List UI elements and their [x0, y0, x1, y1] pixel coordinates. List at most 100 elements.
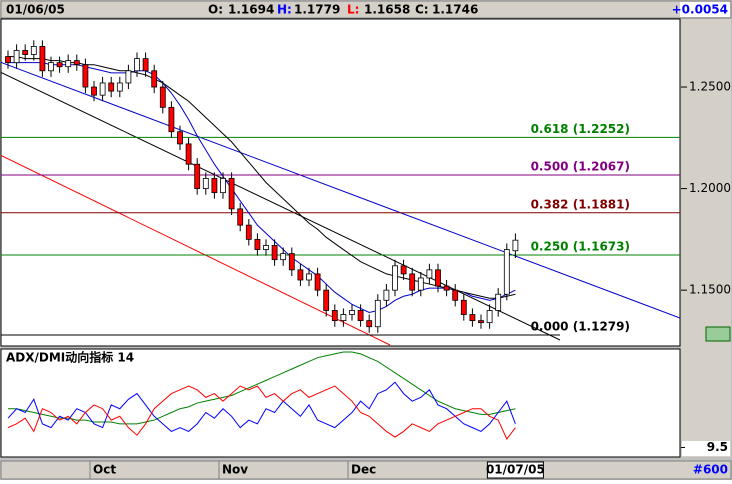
close-label: C:	[415, 3, 429, 17]
candle-body	[39, 46, 46, 72]
candle-body	[194, 163, 201, 189]
candle-body	[349, 310, 355, 315]
candle-body	[417, 277, 424, 291]
fib-label: 0.250 (1.1673)	[531, 240, 630, 254]
candle-body	[48, 62, 54, 72]
high-value: 1.1779	[294, 3, 340, 17]
value-box	[682, 441, 730, 456]
high-label: H:	[277, 3, 292, 17]
candle-body	[452, 289, 459, 301]
candle-body	[185, 143, 192, 165]
symbol-id: #600	[693, 463, 728, 477]
indicator-line	[7, 385, 516, 440]
candle-body	[254, 238, 261, 250]
candle-body	[125, 70, 132, 84]
candle-body	[56, 62, 63, 68]
candle-body	[357, 310, 364, 322]
low-label: L:	[347, 3, 359, 17]
header-bar	[0, 0, 732, 19]
change-value: +0.0054	[672, 3, 728, 17]
candle-body	[202, 178, 209, 189]
change-box	[680, 2, 730, 17]
candle-body	[13, 50, 20, 64]
open-value: 1.1694	[228, 3, 274, 17]
candle-body	[426, 269, 433, 279]
candle-body	[374, 299, 381, 328]
trendlines	[1, 61, 680, 346]
candle-body	[443, 285, 450, 291]
y-tick-label: 1.2000	[689, 181, 731, 195]
trendline	[1, 61, 680, 319]
candle-body	[280, 253, 287, 261]
candle-body	[91, 86, 97, 96]
date-bar	[0, 460, 732, 480]
icon	[705, 326, 731, 342]
y-tick-label: 1.1500	[689, 283, 731, 297]
candle-body	[460, 299, 467, 315]
candle-body	[331, 310, 338, 322]
candle-body	[469, 314, 476, 322]
candle-body	[400, 265, 407, 275]
candle-body	[134, 58, 140, 72]
candle-body	[271, 245, 278, 261]
trendline	[1, 71, 561, 341]
candle-body	[82, 64, 89, 88]
header-date: 01/06/05	[6, 3, 65, 17]
candle-body	[323, 289, 330, 311]
fib-label: 0.382 (1.1881)	[531, 197, 630, 211]
indicator-title: ADX/DMI动向指标 14	[6, 350, 134, 365]
candle-body	[340, 314, 347, 322]
price-axis	[681, 19, 731, 457]
candle-body	[486, 310, 493, 324]
fib-label: 0.618 (1.2252)	[531, 122, 630, 136]
candle-body	[30, 46, 37, 55]
candle-body	[392, 265, 398, 291]
candle-body	[108, 82, 115, 92]
indicator-plot	[7, 351, 516, 440]
candle-body	[99, 82, 106, 96]
candle-body	[245, 224, 252, 240]
candle-body	[73, 60, 80, 66]
candle-body	[512, 239, 519, 252]
candle-body	[22, 50, 29, 55]
indicator-line	[7, 381, 516, 433]
candle-body	[142, 58, 149, 72]
candle-body	[383, 289, 390, 301]
fib-label: 0.500 (1.2067)	[531, 159, 630, 173]
price-plot	[1, 40, 680, 336]
close-value: 1.1746	[432, 3, 478, 17]
candle-body	[314, 273, 321, 291]
candle-body	[168, 106, 175, 133]
candle-body	[116, 82, 123, 92]
y-tick-label: 1.2500	[689, 80, 731, 94]
candle-body	[435, 269, 441, 287]
moving-average	[8, 56, 516, 299]
candle-body	[409, 273, 416, 291]
candle-body	[211, 178, 218, 194]
candle-body	[366, 320, 373, 328]
candle-body	[263, 245, 269, 250]
candle-body	[228, 178, 235, 210]
x-tick-label: Dec	[351, 463, 376, 477]
candle-body	[478, 320, 484, 324]
x-tick-label: Oct	[93, 463, 116, 477]
candle-body	[159, 86, 166, 108]
price-panel	[0, 18, 681, 347]
candle-body	[237, 208, 244, 226]
candle-body	[220, 178, 226, 194]
y-tick-label: 9.5	[707, 440, 728, 454]
candle-body	[65, 60, 72, 68]
candle-body	[177, 131, 183, 145]
candle-body	[503, 249, 510, 295]
candle-body	[5, 56, 11, 64]
candle-body	[495, 293, 502, 311]
candle-body	[288, 253, 295, 271]
moving-average	[8, 62, 516, 314]
x-tick-label: 01/07/05	[486, 463, 545, 477]
open-label: O:	[208, 3, 223, 17]
low-value: 1.1658	[364, 3, 410, 17]
fib-label: 0.000 (1.1279)	[531, 320, 630, 334]
candle-body	[297, 269, 304, 281]
